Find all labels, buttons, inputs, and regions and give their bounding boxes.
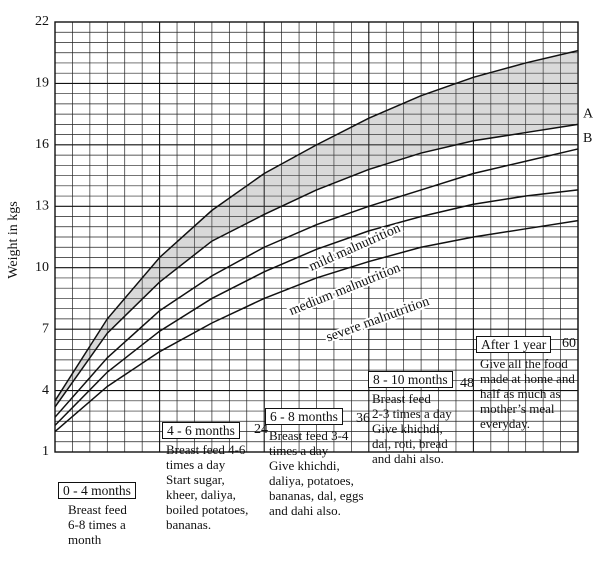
stage-text: daliya, potatoes,	[269, 473, 354, 488]
stage-text: Give all the food	[480, 356, 568, 371]
stage: 8 - 10 months Breast feed 2-3 times a day G…	[368, 371, 453, 466]
stage: 4 - 6 months Breast feed 4-6 times a day St…	[162, 422, 248, 532]
curve	[54, 219, 579, 433]
stage-title: 8 - 10 months	[368, 371, 453, 388]
x-tick-label: 60	[562, 336, 576, 351]
y-tick-label: 1	[42, 444, 49, 459]
stage-text: half as much as	[480, 386, 561, 401]
stage-text: kheer, daliya,	[166, 487, 236, 502]
y-tick-label: 4	[42, 383, 49, 398]
stage-text: Breast feed	[68, 502, 127, 517]
y-tick-label: 22	[35, 14, 49, 29]
stage-text: times a day	[166, 457, 226, 472]
stage-text: bananas.	[166, 517, 212, 532]
stage-text: 2-3 times a day	[372, 406, 452, 421]
stage-text: dal, roti, bread	[372, 436, 448, 451]
stage-text: mother’s meal	[480, 401, 555, 416]
stage: 6 - 8 months Breast feed 3-4 times a day Gi…	[265, 408, 364, 518]
stage: After 1 year Give all the food made at hom…	[476, 336, 575, 431]
shaded-band	[55, 50, 578, 407]
stage-text: and dahi also.	[269, 503, 341, 518]
stage: 0 - 4 months Breast feed 6-8 times a month	[58, 482, 136, 547]
stage-text: made at home and	[480, 371, 575, 386]
stage-text: Breast feed	[372, 391, 431, 406]
stage-title: 0 - 4 months	[58, 482, 136, 499]
curve	[54, 49, 579, 402]
stage-title: After 1 year	[476, 336, 552, 353]
stage-text: boiled potatoes,	[166, 502, 249, 517]
x-tick-label: 48	[460, 376, 474, 391]
band-label: severe malnutrition	[324, 294, 431, 345]
x-tick-label: 24	[254, 422, 268, 437]
stage-text: and dahi also.	[372, 451, 444, 466]
y-tick-label: 16	[35, 137, 49, 152]
stage-title: 4 - 6 months	[162, 422, 240, 439]
stage-text: Breast feed 3-4	[269, 428, 349, 443]
stage-text: Breast feed 4-6	[166, 442, 246, 457]
stage-text: month	[68, 532, 102, 547]
x-tick-label: 36	[356, 411, 370, 426]
curve-label: A	[583, 107, 594, 122]
plot-frame	[54, 21, 579, 453]
y-tick-label: 7	[42, 321, 49, 336]
stage-text: Start sugar,	[166, 472, 225, 487]
stage-text: times a day	[269, 443, 329, 458]
stage-text: bananas, dal, eggs	[269, 488, 364, 503]
y-tick-label: 19	[35, 76, 49, 91]
curve	[54, 123, 579, 408]
stage-text: 6-8 times a	[68, 517, 126, 532]
stage-text: everyday.	[480, 416, 531, 431]
stage-text: Give khichdi,	[372, 421, 443, 436]
stage-title: 6 - 8 months	[265, 408, 343, 425]
stage-text: Give khichdi,	[269, 458, 340, 473]
curve	[54, 189, 579, 426]
y-axis-label: Weight in kgs	[6, 201, 21, 278]
curve-label: B	[583, 131, 592, 146]
y-tick-label: 13	[35, 199, 49, 214]
curve	[54, 148, 579, 418]
y-tick-label: 10	[35, 260, 49, 275]
